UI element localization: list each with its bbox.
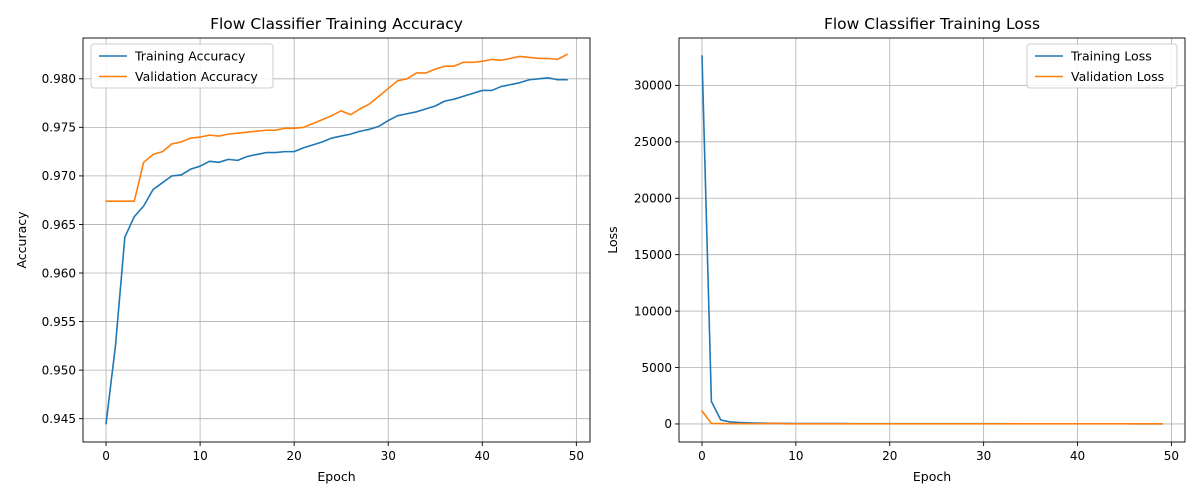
chart-title: Flow Classifier Training Accuracy <box>210 15 463 33</box>
x-tick-label: 50 <box>569 449 584 463</box>
x-axis-title: Epoch <box>913 469 951 484</box>
y-tick-label: 5000 <box>641 361 672 375</box>
plot-frame <box>82 37 591 443</box>
y-tick-label: 0.945 <box>42 412 76 426</box>
legend-label: Training Accuracy <box>134 49 246 64</box>
y-tick-label: 0.975 <box>42 121 76 135</box>
x-tick-label: 30 <box>976 449 991 463</box>
series-line-validation-accuracy <box>105 53 569 202</box>
x-tick-label: 40 <box>475 449 490 463</box>
series-line-validation-loss <box>700 409 1163 425</box>
x-tick-label: 10 <box>192 449 207 463</box>
x-tick-label: 20 <box>882 449 897 463</box>
y-tick-label: 0.980 <box>42 72 76 86</box>
y-tick-label: 0.955 <box>42 315 76 329</box>
x-axis-title: Epoch <box>317 469 355 484</box>
x-tick-label: 0 <box>102 449 110 463</box>
y-tick-label: 30000 <box>634 79 672 93</box>
y-tick-label: 0 <box>664 417 672 431</box>
chart-title: Flow Classifier Training Loss <box>824 15 1040 33</box>
legend-label: Training Loss <box>1070 49 1152 64</box>
y-tick-label: 0.960 <box>42 266 76 280</box>
y-axis-title: Loss <box>605 226 620 253</box>
y-tick-label: 15000 <box>634 248 672 262</box>
x-tick-label: 0 <box>698 449 706 463</box>
plot-frame <box>678 37 1186 443</box>
series-line-training-loss <box>701 55 1163 425</box>
x-tick-label: 50 <box>1164 449 1179 463</box>
legend-label: Validation Accuracy <box>135 69 258 84</box>
y-tick-label: 25000 <box>634 135 672 149</box>
chart-loss: 0 10 20 30 40 50 0 5000 10000 15000 20000 25000 3000… <box>605 15 1186 484</box>
series-line-training-accuracy <box>105 77 568 425</box>
x-tick-label: 40 <box>1070 449 1085 463</box>
y-tick-label: 0.970 <box>42 169 76 183</box>
y-tick-label: 0.950 <box>42 363 76 377</box>
legend: Training Loss Validation Loss <box>1026 43 1178 89</box>
y-tick-label: 20000 <box>634 192 672 206</box>
legend-box <box>1026 43 1178 89</box>
x-tick-label: 20 <box>287 449 302 463</box>
legend-box <box>90 43 274 89</box>
chart-accuracy: 0 10 20 30 40 50 0.945 0.950 0.955 0.960 0.965 0.97… <box>14 15 591 484</box>
legend-label: Validation Loss <box>1071 69 1164 84</box>
y-tick-label: 10000 <box>634 304 672 318</box>
legend: Training Accuracy Validation Accuracy <box>90 43 274 89</box>
y-tick-label: 0.965 <box>42 218 76 232</box>
y-axis-title: Accuracy <box>14 211 29 269</box>
x-tick-label: 10 <box>788 449 803 463</box>
x-tick-label: 30 <box>381 449 396 463</box>
